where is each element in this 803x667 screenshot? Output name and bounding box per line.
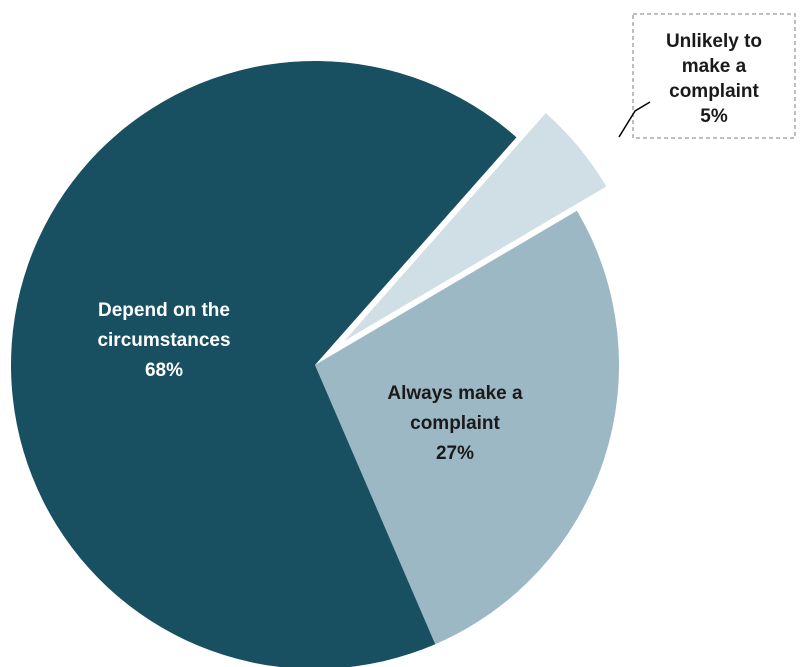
slice-label-always: Always make a complaint 27% [387,383,523,464]
slice-label-line: circumstances [97,330,230,351]
slice-value-label: 27% [436,443,474,464]
callout-box [632,13,796,139]
pie-slices [11,61,619,667]
pie-slice-unlikely [344,113,607,341]
slice-label-line: Always make a [387,383,523,404]
slice-value-label: 5% [700,106,728,127]
slice-label-unlikely: Unlikely to make a complaint 5% [666,31,762,127]
slice-label-depend: Depend on the circumstances 68% [97,300,230,381]
pie-slice-always [315,210,619,645]
slice-value-label: 68% [145,360,183,381]
slice-label-line: complaint [410,413,500,434]
slice-labels: Unlikely to make a complaint 5% Always make … [97,31,762,464]
slice-label-line: Unlikely to [666,31,762,52]
slice-label-line: Depend on the [98,300,230,321]
slice-label-line: complaint [669,81,759,102]
callout [618,13,796,139]
pie-slice-depend [11,61,517,667]
callout-leader-line [618,101,651,138]
slice-label-line: make a [682,56,747,77]
